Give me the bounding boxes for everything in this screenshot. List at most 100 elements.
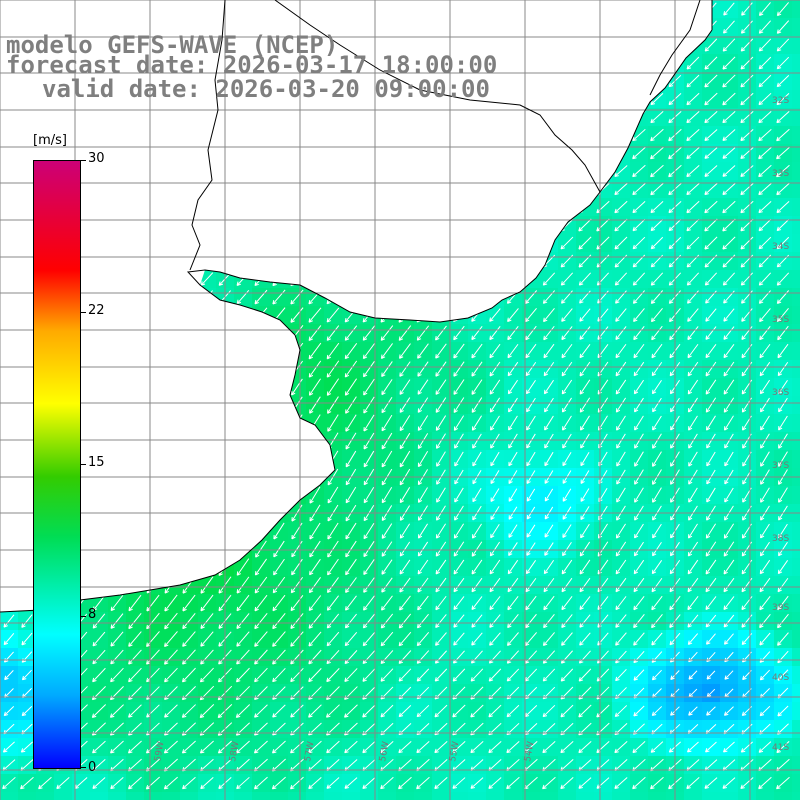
wind-arrow — [362, 740, 376, 754]
wind-arrow — [704, 56, 718, 70]
wind-arrow — [704, 165, 718, 177]
wind-arrow — [722, 200, 736, 214]
wind-arrow — [417, 415, 429, 431]
wind-arrow — [723, 308, 735, 322]
wind-arrow — [327, 540, 339, 558]
wind-arrow — [453, 559, 465, 575]
wind-arrow — [615, 541, 627, 557]
wind-arrow — [506, 776, 520, 790]
wind-arrow — [705, 577, 717, 593]
wind-arrow — [579, 632, 591, 646]
wind-arrow — [21, 705, 33, 717]
wind-arrow — [417, 433, 429, 450]
wind-arrow — [3, 633, 15, 646]
wind-arrow — [758, 218, 772, 232]
wind-arrow — [740, 56, 754, 70]
wind-arrow — [722, 74, 736, 88]
wind-arrow — [633, 595, 645, 611]
wind-cell — [792, 306, 800, 324]
wind-arrow — [650, 93, 664, 106]
wind-arrow — [632, 182, 646, 196]
wind-arrow — [759, 669, 771, 681]
wind-arrow — [128, 776, 142, 790]
wind-arrow — [740, 74, 754, 88]
wind-arrow — [560, 704, 574, 718]
wind-arrow — [272, 631, 286, 647]
wind-cell — [36, 792, 54, 800]
wind-arrow — [740, 147, 754, 160]
wind-arrow — [363, 541, 375, 558]
wind-arrow — [362, 325, 376, 341]
wind-arrow — [416, 776, 430, 790]
wind-arrow — [273, 540, 285, 558]
wind-arrow — [704, 92, 718, 106]
wind-arrow — [110, 631, 124, 647]
wind-arrow — [92, 740, 106, 754]
wind-arrow — [651, 706, 663, 717]
wind-arrow — [633, 614, 645, 629]
wind-cell — [504, 792, 522, 800]
wind-arrow — [562, 452, 572, 467]
wind-arrow — [778, 487, 788, 503]
wind-arrow — [579, 343, 591, 359]
wind-arrow — [561, 343, 573, 359]
wind-arrow — [632, 164, 646, 178]
wind-arrow — [722, 236, 736, 250]
wind-arrow — [652, 397, 662, 413]
wind-cell — [792, 288, 800, 306]
latitude-label: 40S — [772, 673, 789, 683]
wind-arrow — [434, 704, 448, 718]
wind-arrow — [632, 200, 646, 214]
wind-arrow — [543, 361, 555, 377]
wind-arrow — [290, 307, 304, 323]
wind-cell — [252, 792, 270, 800]
wind-cell — [792, 576, 800, 594]
wind-arrow — [308, 631, 322, 647]
wind-arrow — [615, 379, 627, 395]
wind-arrow — [686, 74, 700, 88]
wind-arrow — [398, 631, 412, 647]
wind-arrow — [471, 632, 483, 646]
wind-arrow — [399, 450, 411, 468]
wind-arrow — [704, 777, 718, 789]
wind-arrow — [309, 540, 321, 558]
wind-arrow — [398, 613, 412, 629]
wind-arrow — [741, 2, 753, 16]
wind-arrow — [416, 325, 430, 341]
wind-arrow — [758, 236, 772, 250]
wind-arrow — [560, 777, 574, 790]
wind-arrow — [776, 74, 790, 88]
wind-arrow — [254, 649, 268, 665]
wind-arrow — [525, 613, 537, 629]
wind-arrow — [614, 218, 628, 232]
wind-arrow — [776, 272, 790, 286]
wind-arrow — [740, 272, 754, 286]
wind-arrow — [363, 559, 375, 576]
wind-arrow — [633, 325, 645, 341]
wind-arrow — [650, 164, 664, 178]
colorbar-tick — [80, 767, 86, 768]
wind-cell — [720, 792, 738, 800]
wind-arrow — [706, 451, 716, 467]
wind-arrow — [399, 432, 411, 450]
wind-arrow — [634, 451, 644, 467]
wind-cell — [792, 216, 800, 234]
wind-arrow — [578, 777, 592, 789]
wind-arrow — [452, 704, 466, 718]
wind-arrow — [704, 218, 718, 232]
wind-cell — [792, 378, 800, 396]
wind-arrow — [634, 487, 644, 503]
wind-arrow — [777, 343, 789, 359]
wind-arrow — [381, 396, 393, 414]
wind-arrow — [508, 488, 518, 502]
wind-cell — [576, 792, 594, 800]
wind-arrow — [724, 451, 734, 467]
wind-arrow — [453, 361, 465, 377]
wind-arrow — [381, 486, 393, 504]
wind-arrow — [758, 56, 772, 70]
wind-arrow — [163, 740, 178, 754]
wind-arrow — [687, 326, 699, 341]
wind-arrow — [632, 272, 646, 286]
wind-arrow — [525, 595, 537, 611]
wind-arrow — [435, 632, 447, 646]
